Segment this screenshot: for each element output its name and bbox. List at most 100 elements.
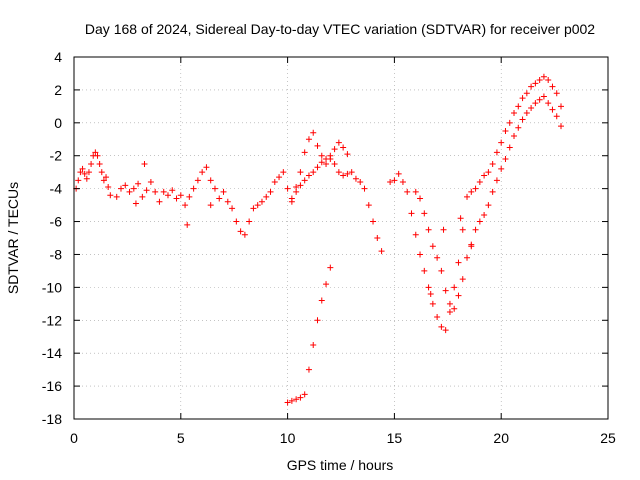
data-point — [77, 169, 84, 176]
data-point — [233, 218, 240, 225]
data-point — [173, 195, 180, 202]
data-point — [156, 198, 163, 205]
data-point — [305, 172, 312, 179]
data-point — [276, 174, 283, 181]
data-point — [246, 218, 253, 225]
data-point — [528, 83, 535, 90]
x-tick-label: 20 — [493, 430, 509, 446]
data-point — [446, 309, 453, 316]
data-point — [135, 180, 142, 187]
series-sdtvar-lower-arc — [284, 264, 334, 406]
data-point — [408, 210, 415, 217]
data-point — [318, 159, 325, 166]
data-point — [301, 149, 308, 156]
data-point — [310, 129, 317, 136]
data-point — [493, 149, 500, 156]
data-point — [498, 165, 505, 172]
y-tick-label: 4 — [54, 49, 62, 65]
data-point — [98, 169, 105, 176]
y-tick-label: -12 — [42, 312, 62, 328]
data-point — [472, 185, 479, 192]
data-point — [545, 100, 552, 107]
data-point — [241, 231, 248, 238]
data-point — [523, 109, 530, 116]
x-tick-label: 5 — [177, 430, 185, 446]
x-tick-label: 15 — [387, 430, 403, 446]
data-point — [203, 164, 210, 171]
data-point — [481, 211, 488, 218]
data-point — [532, 80, 539, 87]
data-point — [85, 169, 92, 176]
data-point — [229, 205, 236, 212]
data-point — [280, 169, 287, 176]
data-point — [293, 396, 300, 403]
data-point — [468, 188, 475, 195]
data-point — [314, 142, 321, 149]
data-point — [352, 175, 359, 182]
data-point — [340, 172, 347, 179]
data-point — [344, 170, 351, 177]
data-point — [532, 100, 539, 107]
data-point — [323, 160, 330, 167]
data-points — [73, 73, 565, 406]
data-point — [107, 192, 114, 199]
data-point — [141, 160, 148, 167]
data-point — [297, 394, 304, 401]
data-point — [113, 193, 120, 200]
data-point — [301, 177, 308, 184]
data-point — [468, 243, 475, 250]
data-point — [412, 231, 419, 238]
data-point — [378, 248, 385, 255]
data-point — [331, 146, 338, 153]
data-point — [263, 193, 270, 200]
data-point — [455, 292, 462, 299]
plot-frame — [73, 56, 609, 420]
data-point — [305, 136, 312, 143]
data-point — [288, 397, 295, 404]
data-point — [96, 160, 103, 167]
data-point — [284, 185, 291, 192]
data-point — [429, 300, 436, 307]
data-point — [427, 290, 434, 297]
series-sdtvar-isolated — [132, 160, 475, 297]
y-tick-label: -8 — [50, 246, 63, 262]
data-point — [305, 366, 312, 373]
data-point — [357, 179, 364, 186]
data-point — [425, 226, 432, 233]
data-point — [318, 152, 325, 159]
data-point — [323, 281, 330, 288]
data-point — [434, 313, 441, 320]
data-point — [399, 179, 406, 186]
data-point — [502, 156, 509, 163]
data-point — [224, 198, 231, 205]
data-point — [459, 226, 466, 233]
data-point — [395, 170, 402, 177]
chart-title: Day 168 of 2024, Sidereal Day-to-day VTE… — [85, 21, 595, 37]
data-point — [327, 264, 334, 271]
data-point — [182, 202, 189, 209]
data-point — [455, 259, 462, 266]
data-point — [220, 188, 227, 195]
data-point — [476, 218, 483, 225]
data-point — [429, 243, 436, 250]
data-point — [310, 169, 317, 176]
y-axis-label: SDTVAR / TECUs — [5, 182, 21, 294]
data-point — [186, 193, 193, 200]
data-point — [75, 177, 82, 184]
data-point — [421, 210, 428, 217]
data-point — [81, 170, 88, 177]
data-point — [340, 144, 347, 151]
y-tick-label: -6 — [50, 214, 63, 230]
data-point — [523, 90, 530, 97]
data-point — [412, 188, 419, 195]
data-point — [528, 105, 535, 112]
data-point — [190, 185, 197, 192]
data-point — [511, 132, 518, 139]
data-point — [370, 218, 377, 225]
data-point — [459, 276, 466, 283]
y-tick-label: -14 — [42, 345, 62, 361]
data-point — [207, 202, 214, 209]
data-point — [519, 116, 526, 123]
data-point — [549, 106, 556, 113]
data-point — [485, 169, 492, 176]
